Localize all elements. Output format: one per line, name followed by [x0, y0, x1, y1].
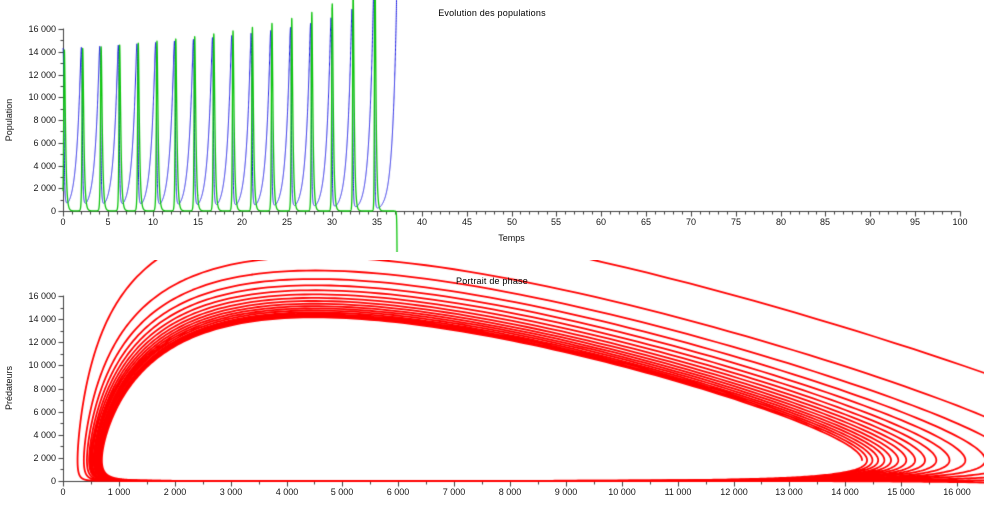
x-tick-label: 7 000 [442, 487, 466, 497]
x-tick-label: 11 000 [664, 487, 692, 497]
y-tick-label: 2 000 [33, 183, 56, 193]
y-tick-label: 12 000 [28, 70, 56, 80]
x-tick-label: 5 [105, 217, 111, 227]
x-tick-label: 0 [60, 487, 66, 497]
evolution-chart: Evolution des populations Population Tem… [0, 0, 984, 252]
x-tick-label: 15 000 [887, 487, 915, 497]
x-tick-label: 10 [147, 217, 158, 227]
y-tick-label: 14 000 [28, 314, 56, 324]
chart1-x-axis-label: Temps [498, 233, 525, 243]
x-tick-label: 95 [909, 217, 920, 227]
x-tick-label: 65 [640, 217, 651, 227]
x-tick-label: 20 [236, 217, 247, 227]
y-tick-label: 14 000 [28, 47, 56, 57]
x-tick-label: 4 000 [275, 487, 299, 497]
x-tick-label: 0 [60, 217, 66, 227]
x-tick-label: 14 000 [831, 487, 859, 497]
x-tick-label: 25 [281, 217, 292, 227]
x-tick-label: 75 [730, 217, 741, 227]
y-tick-label: 8 000 [33, 384, 56, 394]
y-tick-label: 8 000 [33, 115, 56, 125]
x-tick-label: 3 000 [219, 487, 243, 497]
x-tick-label: 100 [952, 217, 968, 227]
x-tick-label: 10 000 [608, 487, 636, 497]
x-tick-label: 2 000 [163, 487, 187, 497]
y-tick-label: 16 000 [28, 24, 56, 34]
x-tick-label: 60 [595, 217, 606, 227]
evolution-plot-canvas [0, 0, 984, 252]
x-tick-label: 30 [326, 217, 337, 227]
x-tick-label: 15 [192, 217, 203, 227]
y-tick-label: 4 000 [33, 161, 56, 171]
x-tick-label: 80 [775, 217, 786, 227]
y-tick-label: 10 000 [28, 92, 56, 102]
x-tick-label: 5 000 [330, 487, 354, 497]
x-tick-label: 8 000 [498, 487, 522, 497]
x-tick-label: 16 000 [943, 487, 971, 497]
y-tick-label: 2 000 [33, 453, 56, 463]
y-tick-label: 0 [50, 206, 56, 216]
x-tick-label: 50 [506, 217, 517, 227]
x-tick-label: 85 [819, 217, 830, 227]
x-tick-label: 12 000 [720, 487, 748, 497]
y-tick-label: 0 [50, 476, 56, 486]
x-tick-label: 70 [685, 217, 696, 227]
x-tick-label: 55 [550, 217, 561, 227]
phase-portrait-canvas [0, 260, 984, 508]
x-tick-label: 45 [461, 217, 472, 227]
y-tick-label: 10 000 [28, 360, 56, 370]
y-tick-label: 16 000 [28, 291, 56, 301]
y-tick-label: 4 000 [33, 430, 56, 440]
x-tick-label: 6 000 [386, 487, 410, 497]
x-tick-label: 90 [864, 217, 875, 227]
chart1-title: Evolution des populations [438, 8, 546, 18]
y-tick-label: 12 000 [28, 337, 56, 347]
x-tick-label: 35 [371, 217, 382, 227]
y-tick-label: 6 000 [33, 407, 56, 417]
chart2-title: Portrait de phase [456, 276, 528, 286]
x-tick-label: 9 000 [554, 487, 578, 497]
x-tick-label: 1 000 [107, 487, 131, 497]
x-tick-label: 13 000 [775, 487, 803, 497]
x-tick-label: 40 [416, 217, 427, 227]
y-tick-label: 6 000 [33, 138, 56, 148]
